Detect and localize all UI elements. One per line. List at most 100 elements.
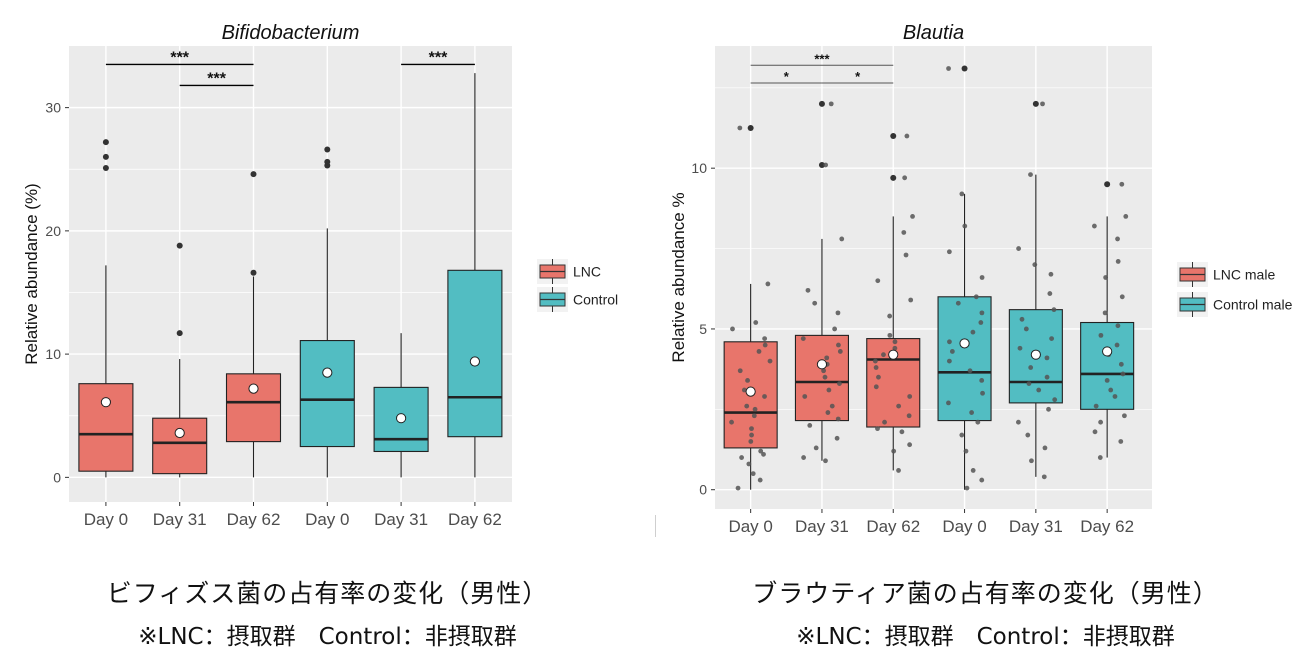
mean-marker xyxy=(322,367,333,378)
outlier-point xyxy=(1032,100,1039,107)
jitter-point xyxy=(1040,101,1045,107)
jitter-point xyxy=(1120,371,1126,377)
jitter-point xyxy=(899,429,905,435)
jitter-point xyxy=(730,326,735,332)
jitter-point xyxy=(1047,291,1053,296)
box-2 xyxy=(866,133,921,471)
box-5 xyxy=(447,73,503,478)
outlier-point xyxy=(818,100,825,107)
legend: LNC Control xyxy=(537,259,618,312)
outlier-point xyxy=(250,269,257,276)
jitter-point xyxy=(887,332,893,338)
box-iqr xyxy=(794,334,850,422)
x-tick-label: Day 0 xyxy=(305,510,349,529)
box-iqr xyxy=(1080,321,1135,410)
jitter-point xyxy=(908,297,914,303)
significance-label: *** xyxy=(170,49,189,66)
jitter-point xyxy=(1029,458,1034,464)
jitter-point xyxy=(837,381,842,387)
jitter-point xyxy=(750,471,756,477)
jitter-point xyxy=(746,461,752,467)
jitter-point xyxy=(891,448,897,454)
jitter-point xyxy=(969,410,975,415)
jitter-point xyxy=(872,358,878,364)
jitter-point xyxy=(892,339,898,345)
y-tick-label: 5 xyxy=(699,321,707,337)
jitter-point xyxy=(745,377,750,383)
jitter-point xyxy=(1115,323,1121,329)
x-tick-label: Day 31 xyxy=(1009,517,1063,536)
jitter-point xyxy=(1023,326,1029,332)
x-tick-label: Day 0 xyxy=(84,510,128,529)
jitter-point xyxy=(807,423,813,428)
jitter-point xyxy=(946,400,951,406)
jitter-point xyxy=(823,458,828,464)
jitter-point xyxy=(1119,294,1125,300)
outlier-point xyxy=(961,65,968,72)
jitter-point xyxy=(876,374,881,380)
mean-marker xyxy=(174,427,185,439)
jitter-point xyxy=(835,310,841,316)
legend-label: LNC xyxy=(573,264,601,280)
jitter-point xyxy=(946,66,951,71)
mean-marker xyxy=(469,356,480,367)
jitter-point xyxy=(947,339,952,345)
jitter-point xyxy=(979,310,985,316)
jitter-point xyxy=(1036,387,1042,393)
jitter-point xyxy=(1044,355,1050,361)
jitter-point xyxy=(1118,439,1124,444)
significance-label: *** xyxy=(207,70,226,87)
mean-marker xyxy=(888,349,899,360)
x-tick-label: Day 0 xyxy=(942,517,986,536)
box-iqr xyxy=(78,383,134,472)
jitter-point xyxy=(751,413,757,419)
jitter-point xyxy=(949,349,955,354)
jitter-point xyxy=(1019,316,1025,322)
x-tick-label: Day 62 xyxy=(1080,517,1134,536)
jitter-point xyxy=(762,336,768,341)
jitter-point xyxy=(1017,345,1023,351)
jitter-point xyxy=(756,349,762,354)
jitter-point xyxy=(979,377,985,383)
jitter-point xyxy=(964,485,970,491)
jitter-point xyxy=(823,162,829,168)
jitter-point xyxy=(1114,342,1120,348)
jitter-point xyxy=(959,191,965,197)
jitter-point xyxy=(963,448,969,454)
box-iqr xyxy=(299,340,355,448)
jitter-point xyxy=(1112,394,1118,399)
jitter-point xyxy=(1108,387,1114,393)
mean-marker xyxy=(745,386,756,397)
chart-title: Blautia xyxy=(903,22,964,44)
jitter-point xyxy=(979,477,985,483)
jitter-point xyxy=(973,294,979,300)
x-tick-label: Day 62 xyxy=(227,510,281,529)
jitter-point xyxy=(1052,397,1058,403)
jitter-point xyxy=(978,320,984,325)
jitter-point xyxy=(1025,432,1031,438)
jitter-point xyxy=(735,485,741,491)
box-3 xyxy=(299,146,355,478)
jitter-point xyxy=(826,387,832,393)
box-1 xyxy=(152,242,208,478)
jitter-point xyxy=(748,439,754,444)
outlier-point xyxy=(102,139,109,146)
y-tick-label: 0 xyxy=(53,469,61,485)
significance-label: * xyxy=(784,69,790,84)
jitter-point xyxy=(902,175,908,181)
x-tick-label: Day 31 xyxy=(795,517,849,536)
jitter-point xyxy=(767,358,773,364)
plot-panel xyxy=(715,46,1152,509)
outlier-point xyxy=(102,153,109,160)
y-tick-label: 10 xyxy=(691,160,707,176)
jitter-point xyxy=(1049,336,1055,341)
panel-separator xyxy=(655,515,656,537)
box-iqr xyxy=(937,296,992,422)
jitter-point xyxy=(765,281,771,287)
mean-marker xyxy=(1030,349,1041,360)
box-iqr xyxy=(447,269,503,438)
jitter-point xyxy=(901,230,907,235)
jitter-point xyxy=(1016,246,1022,251)
jitter-point xyxy=(970,468,976,473)
